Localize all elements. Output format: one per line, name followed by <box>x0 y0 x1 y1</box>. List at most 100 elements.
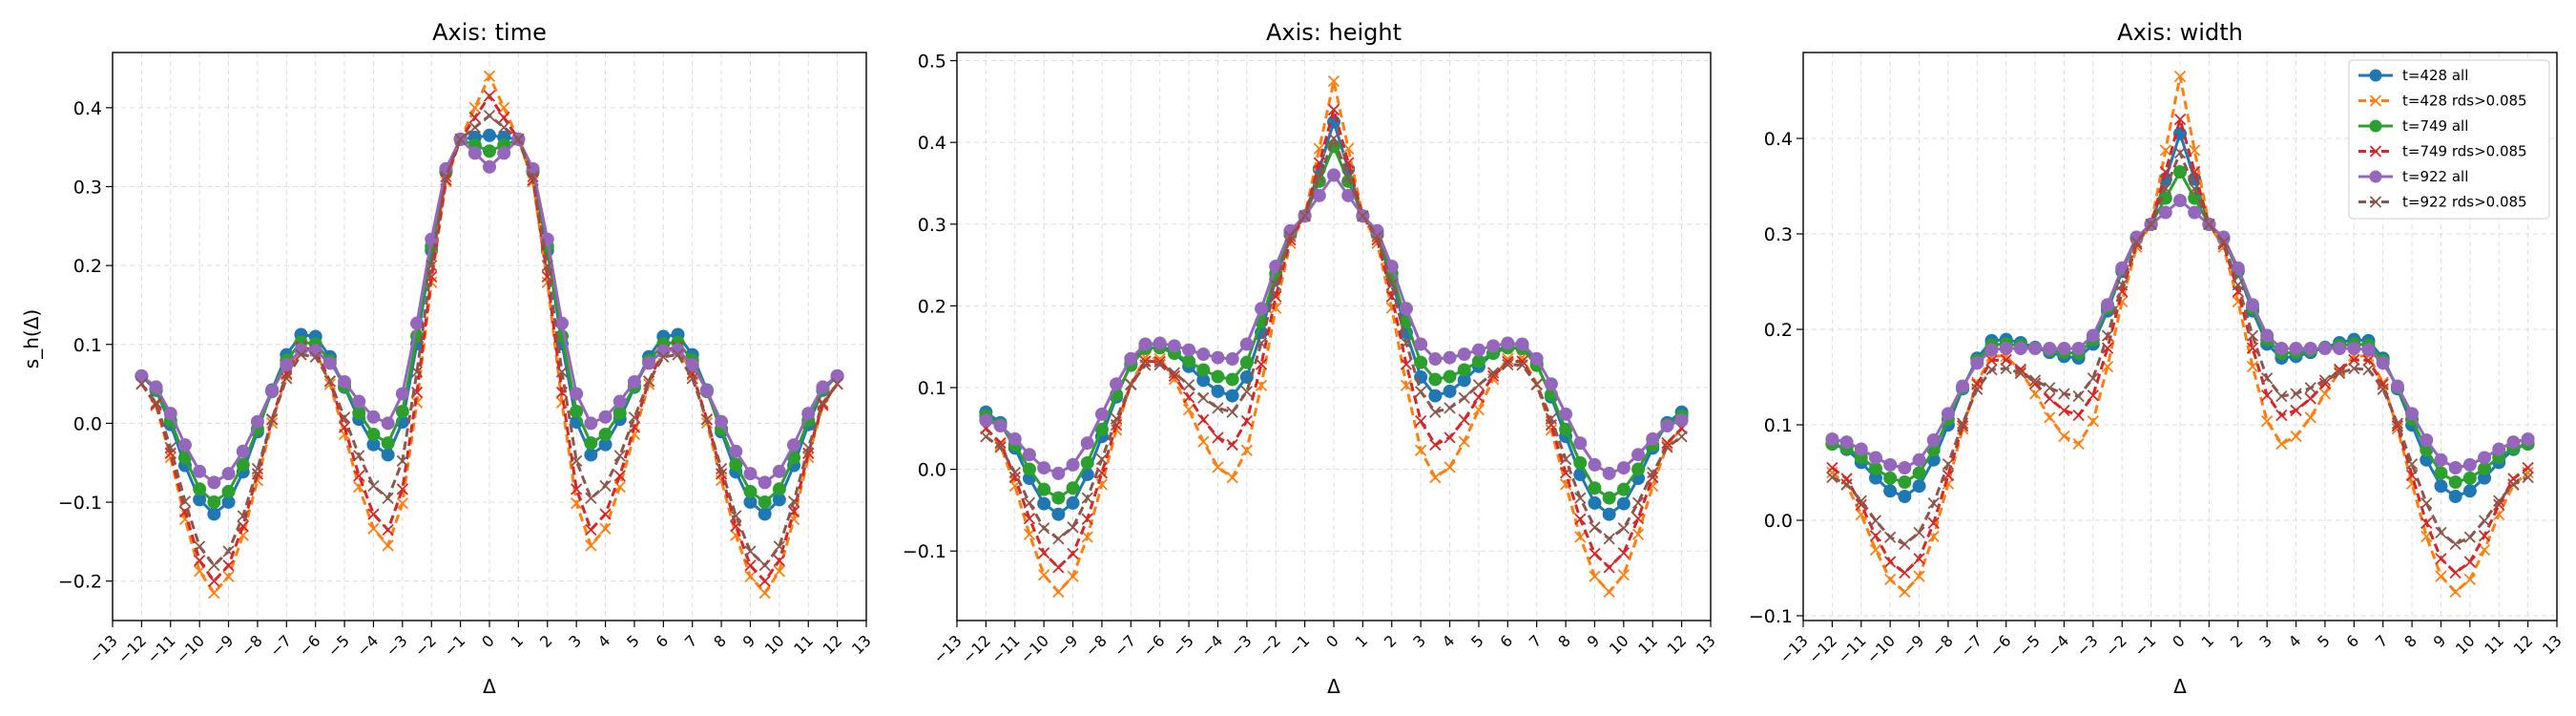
x-tick-label: 3 <box>2255 631 2275 651</box>
data-point <box>1167 339 1181 353</box>
data-point <box>2317 342 2332 355</box>
data-point <box>2434 479 2448 494</box>
data-point <box>1971 383 1984 395</box>
data-point <box>425 232 439 246</box>
series-t-922-rds-0-085 <box>135 109 843 572</box>
data-point <box>2405 458 2419 471</box>
legend: t=428 all t=428 rds>0.085 t=749 all t=749 r… <box>2348 59 2550 220</box>
data-point <box>787 438 801 453</box>
data-point <box>1573 455 1588 470</box>
data-point <box>1270 279 1282 291</box>
y-tick-label: 0.3 <box>918 215 946 236</box>
data-point <box>1399 302 1413 316</box>
data-point <box>1385 279 1398 291</box>
data-point <box>571 454 583 467</box>
data-point <box>2072 409 2085 422</box>
data-point <box>1037 482 1051 496</box>
data-point <box>1067 570 1079 582</box>
data-point <box>657 350 670 364</box>
data-point <box>1081 531 1093 543</box>
data-point <box>2390 379 2404 393</box>
x-tick-label: −7 <box>1957 631 1985 660</box>
data-point <box>1197 391 1210 404</box>
data-point <box>1971 378 1984 390</box>
data-point <box>979 413 993 428</box>
data-point <box>1898 461 1912 474</box>
data-point <box>1212 461 1224 474</box>
data-point <box>1415 386 1427 398</box>
data-point <box>1869 515 1882 527</box>
x-tick-label: 7 <box>2372 631 2392 651</box>
y-tick-label: 0.3 <box>1764 224 1793 245</box>
data-point <box>1400 337 1413 349</box>
x-tick-label: −13 <box>1776 631 1812 666</box>
x-tick-label: −8 <box>1928 631 1957 660</box>
data-point <box>729 457 743 472</box>
data-point <box>1313 171 1325 183</box>
data-point <box>1869 543 1882 557</box>
data-point <box>1023 512 1036 525</box>
x-tick-label: −4 <box>2044 631 2072 660</box>
data-point <box>1225 352 1239 367</box>
data-point <box>468 101 481 114</box>
data-point <box>1942 458 1955 471</box>
data-point <box>1529 351 1544 366</box>
data-point <box>598 410 613 424</box>
data-point <box>194 540 206 553</box>
data-point <box>1443 369 1457 384</box>
data-point <box>2000 362 2012 375</box>
data-point <box>1825 432 1839 446</box>
x-tick-label: 9 <box>739 631 759 651</box>
data-point <box>2071 342 2086 355</box>
data-point <box>1313 157 1325 169</box>
data-point <box>715 462 728 475</box>
data-point <box>1327 74 1340 88</box>
data-point <box>541 270 553 284</box>
x-tick-label: −1 <box>1284 631 1313 660</box>
data-point <box>1225 372 1239 387</box>
data-point <box>1869 530 1882 542</box>
data-point <box>2216 230 2231 244</box>
series-t-922-rds-0-085 <box>980 132 1688 545</box>
data-point <box>2362 363 2375 376</box>
x-tick-label: 10 <box>2452 631 2479 658</box>
data-point <box>2173 70 2187 83</box>
data-point <box>1883 457 1898 472</box>
data-point <box>1197 413 1210 426</box>
data-point <box>149 380 163 394</box>
data-point <box>1855 498 1867 511</box>
data-point <box>1110 412 1123 425</box>
data-point <box>1038 569 1050 581</box>
data-point <box>1255 358 1268 370</box>
data-point <box>396 497 408 510</box>
data-point <box>2462 471 2477 485</box>
data-point <box>1139 359 1152 371</box>
data-point <box>2087 414 2099 428</box>
data-point <box>2129 230 2144 244</box>
data-point <box>1603 533 1615 545</box>
x-tick-label: 13 <box>848 631 875 658</box>
data-point <box>2158 205 2172 220</box>
chart-title-time: Axis: time <box>432 19 547 46</box>
data-point <box>193 464 207 478</box>
data-point <box>671 343 685 357</box>
data-point <box>193 482 207 496</box>
data-point <box>2028 342 2043 355</box>
data-point <box>1472 403 1485 416</box>
data-point <box>2275 390 2288 403</box>
data-point <box>410 366 424 378</box>
data-point <box>570 387 584 401</box>
data-point <box>483 128 496 142</box>
x-tick-label: 2 <box>1381 631 1401 651</box>
data-point <box>685 358 699 372</box>
x-tick-label: 13 <box>1693 631 1719 658</box>
data-point <box>221 484 236 498</box>
data-point <box>308 344 322 358</box>
data-point <box>2290 404 2302 417</box>
data-point <box>164 441 177 454</box>
data-point <box>1094 422 1109 436</box>
data-point <box>2188 205 2202 220</box>
data-point <box>541 260 553 272</box>
data-point <box>512 133 525 146</box>
data-point <box>772 482 786 496</box>
